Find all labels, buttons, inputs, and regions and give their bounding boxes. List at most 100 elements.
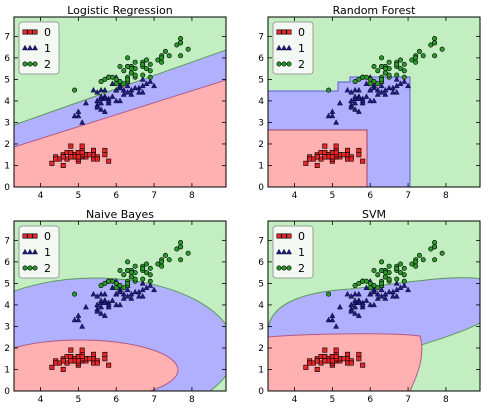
legend-marker-2 [32, 265, 38, 271]
point-class-1 [139, 280, 146, 286]
point-class-2 [144, 270, 150, 276]
point-class-2 [125, 55, 131, 61]
point-class-1 [101, 86, 108, 93]
legend-marker-2 [22, 265, 28, 271]
point-class-2 [98, 283, 104, 289]
point-class-2 [121, 285, 127, 291]
point-class-2 [147, 278, 153, 284]
y-tick-label: 3 [258, 118, 264, 128]
point-class-1 [113, 301, 120, 308]
point-class-2 [140, 61, 146, 67]
y-tick-label: 0 [258, 183, 264, 193]
x-tick-label: 5 [329, 191, 335, 201]
point-class-1 [363, 297, 370, 303]
point-class-1 [393, 76, 400, 82]
point-class-1 [151, 82, 158, 89]
point-class-0 [322, 143, 328, 149]
y-tick-label: 5 [4, 75, 10, 85]
point-class-2 [432, 53, 438, 59]
point-class-2 [140, 72, 146, 78]
legend-marker-2 [286, 265, 292, 271]
point-class-1 [329, 316, 336, 323]
y-tick-label: 1 [4, 365, 10, 375]
legend-marker-1 [22, 248, 28, 255]
point-class-1 [393, 293, 400, 299]
point-class-2 [159, 263, 165, 269]
legend: 0 1 2 [18, 21, 60, 75]
point-class-0 [314, 366, 320, 372]
point-class-2 [401, 278, 407, 284]
point-class-2 [397, 270, 403, 276]
panel-title: Logistic Regression [67, 4, 173, 17]
point-class-1 [348, 89, 355, 95]
point-class-1 [147, 282, 154, 288]
point-class-0 [303, 160, 309, 166]
point-class-2 [166, 53, 172, 59]
point-class-1 [101, 108, 108, 114]
scatter-points [303, 36, 445, 168]
scatter-points [49, 240, 191, 372]
y-axis: 0 1 2 3 4 5 6 7 [258, 32, 480, 193]
y-tick-label: 7 [4, 236, 10, 246]
point-class-1 [348, 308, 355, 314]
point-class-1 [120, 91, 127, 97]
x-tick-label: 5 [75, 191, 81, 201]
point-class-2 [379, 55, 385, 61]
point-class-1 [333, 323, 340, 329]
point-class-2 [178, 244, 184, 250]
panel-title: Random Forest [333, 4, 416, 17]
y-tick-label: 5 [258, 279, 264, 289]
legend-marker-1 [281, 248, 287, 255]
point-class-1 [348, 104, 355, 110]
point-class-1 [143, 80, 150, 86]
point-class-2 [386, 263, 392, 269]
point-class-0 [60, 358, 66, 364]
y-tick-label: 0 [4, 387, 10, 397]
x-tick-label: 4 [292, 395, 298, 405]
point-class-1 [79, 119, 86, 125]
point-class-1 [94, 89, 101, 95]
y-axis: 0 1 2 3 4 5 6 7 [4, 32, 226, 193]
point-class-1 [109, 284, 116, 290]
point-class-1 [117, 84, 123, 91]
point-class-2 [352, 79, 358, 85]
point-class-2 [132, 59, 138, 65]
legend-box [18, 225, 60, 279]
point-class-0 [91, 147, 97, 153]
point-class-1 [325, 316, 332, 323]
point-class-0 [322, 347, 328, 353]
point-class-0 [68, 143, 74, 149]
point-class-0 [60, 154, 66, 160]
legend-marker-1 [281, 44, 287, 51]
point-class-2 [375, 285, 381, 291]
x-tick-label: 6 [367, 191, 373, 201]
point-class-0 [60, 162, 66, 168]
panel-title: Naive Bayes [86, 208, 154, 221]
y-tick-label: 6 [4, 54, 10, 64]
point-class-2 [413, 259, 419, 265]
point-class-2 [166, 257, 172, 263]
y-tick-label: 3 [4, 322, 10, 332]
y-tick-label: 1 [4, 161, 10, 171]
point-class-1 [90, 86, 97, 93]
point-class-0 [333, 143, 339, 149]
point-class-2 [439, 250, 445, 256]
y-tick-label: 6 [4, 258, 10, 268]
point-class-0 [102, 147, 108, 153]
point-class-0 [322, 154, 328, 160]
point-class-2 [367, 285, 373, 291]
y-tick-label: 0 [4, 183, 10, 193]
point-class-2 [125, 63, 131, 69]
y-tick-label: 2 [258, 140, 264, 150]
x-axis: 4 5 6 7 8 [38, 221, 195, 405]
x-tick-label: 7 [151, 395, 157, 405]
legend-label: 0 [44, 26, 51, 39]
legend-box [272, 21, 314, 75]
point-class-2 [109, 278, 115, 284]
legend-marker-1 [286, 44, 292, 51]
point-class-2 [162, 48, 168, 54]
point-class-2 [132, 263, 138, 269]
legend-marker-2 [27, 265, 33, 271]
point-class-2 [144, 57, 150, 63]
